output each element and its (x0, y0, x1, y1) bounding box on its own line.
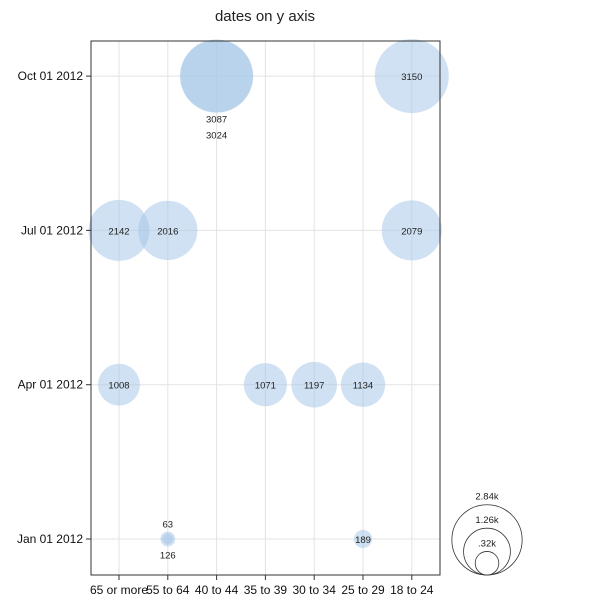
bubble (138, 200, 198, 260)
bubble (340, 362, 386, 407)
bubble (353, 529, 373, 549)
y-tick-label: Jan 01 2012 (17, 532, 83, 546)
x-tick-label: 40 to 44 (195, 583, 239, 597)
bubble-label: 189 (355, 535, 371, 546)
x-tick-label: 18 to 24 (390, 583, 434, 597)
size-legend: 2.84k 1.26k .32k (451, 492, 523, 576)
grid-lines (91, 41, 440, 575)
bubbles (88, 39, 449, 549)
size-legend-label: 1.26k (475, 515, 498, 526)
x-tick-label: 35 to 39 (244, 583, 288, 597)
x-tick-label: 65 or more (90, 583, 148, 597)
y-axis-ticks: Jan 01 2012 Apr 01 2012 Jul 01 2012 Oct 01 … (17, 69, 91, 546)
bubble (243, 363, 287, 407)
x-tick-label: 55 to 64 (146, 583, 190, 597)
bubble-label: 3150 (401, 72, 422, 83)
chart-title: dates on y axis (215, 8, 315, 25)
y-tick-label: Jul 01 2012 (21, 223, 83, 237)
bubble (88, 199, 150, 261)
size-legend-label: 2.84k (475, 492, 498, 503)
x-tick-label: 30 to 34 (293, 583, 337, 597)
bubble-label: 3024 (206, 131, 227, 142)
x-tick-label: 25 to 29 (341, 583, 385, 597)
bubble-label: 126 (160, 550, 176, 561)
bubble (160, 531, 176, 547)
bubble-label: 1008 (108, 381, 129, 392)
bubble-label: 2142 (108, 226, 129, 237)
bubble-label: 3087 (206, 115, 227, 126)
bubble (374, 39, 449, 114)
size-legend-label: .32k (478, 538, 496, 549)
bubble-label: 1197 (304, 381, 324, 392)
bubble (381, 200, 442, 261)
bubble-label: 2079 (401, 226, 422, 237)
bubble-label: 1134 (353, 381, 373, 392)
y-tick-label: Oct 01 2012 (18, 69, 84, 83)
bubble (98, 363, 140, 406)
bubble (180, 39, 253, 113)
bubble-label: 63 (163, 520, 174, 531)
bubble (291, 361, 338, 408)
bubble-labels: 63 126 189 1008 1071 1197 1134 2142 2016 2079 3087… (108, 72, 422, 561)
bubble-label: 1071 (255, 381, 276, 392)
size-legend-circle (474, 551, 500, 576)
bubble-label: 2016 (157, 226, 178, 237)
y-tick-label: Apr 01 2012 (18, 378, 84, 392)
